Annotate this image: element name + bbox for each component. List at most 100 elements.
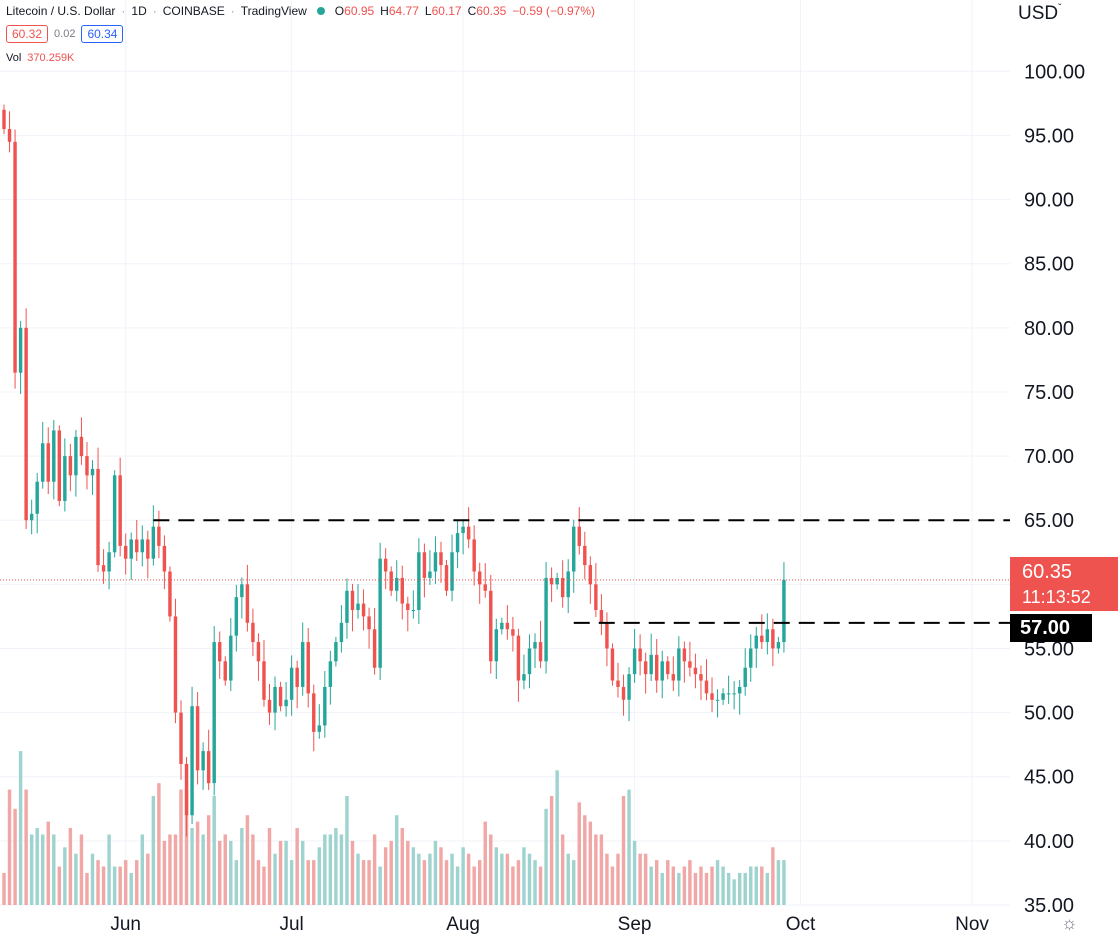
candle-body bbox=[588, 565, 593, 585]
volume-bar bbox=[632, 840, 637, 905]
volume-bar bbox=[649, 866, 653, 905]
volume-bar bbox=[284, 840, 288, 905]
candle-body bbox=[135, 539, 139, 553]
candle-body bbox=[218, 642, 222, 662]
volume-bar bbox=[411, 847, 416, 905]
candle-body bbox=[400, 577, 404, 604]
candle-body bbox=[704, 680, 709, 694]
volume-bar bbox=[666, 860, 670, 905]
horizontal-line-price-tag[interactable]: 57.00 bbox=[1010, 614, 1092, 642]
volume-bar bbox=[439, 847, 443, 905]
volume-bar bbox=[107, 834, 111, 905]
volume-bar bbox=[472, 866, 476, 905]
candle-body bbox=[74, 436, 78, 476]
volume-bar bbox=[682, 866, 687, 905]
volume-bar bbox=[605, 853, 609, 905]
candle-body bbox=[389, 571, 393, 591]
volume-bar bbox=[660, 872, 664, 905]
time-axis[interactable]: Jun Jul Aug Sep Oct Nov bbox=[110, 914, 989, 935]
y-tick-label: 75.00 bbox=[1024, 382, 1074, 404]
candle-body bbox=[677, 648, 681, 681]
candle-body bbox=[7, 129, 12, 142]
volume-bar bbox=[312, 860, 316, 905]
candle-body bbox=[422, 552, 427, 578]
volume-bar bbox=[511, 866, 515, 905]
candle-body bbox=[666, 661, 670, 675]
candlesticks bbox=[2, 104, 786, 837]
volume-bar bbox=[555, 770, 559, 905]
candle-body bbox=[749, 648, 753, 668]
volume-bar bbox=[173, 834, 178, 905]
symbol-name[interactable]: Litecoin / U.S. Dollar bbox=[6, 4, 116, 18]
volume-bar bbox=[123, 860, 128, 905]
volume-bar bbox=[594, 834, 598, 905]
volume-bar bbox=[339, 834, 344, 905]
candle-body bbox=[300, 642, 305, 687]
candle-body bbox=[477, 571, 482, 585]
volume-bar bbox=[7, 789, 12, 905]
volume-bar bbox=[41, 834, 45, 905]
candle-body bbox=[527, 648, 532, 675]
volume-bar bbox=[627, 789, 631, 905]
volume-bar bbox=[179, 789, 183, 905]
candle-body bbox=[743, 667, 747, 687]
bid-price[interactable]: 60.32 bbox=[6, 25, 49, 43]
market-status-icon[interactable] bbox=[316, 7, 325, 15]
y-tick-label: 55.00 bbox=[1024, 638, 1074, 660]
candle-body bbox=[511, 629, 515, 636]
candle-body bbox=[721, 693, 725, 700]
interval[interactable]: 1D bbox=[131, 4, 147, 18]
volume-bar bbox=[162, 840, 167, 905]
volume-bar bbox=[572, 860, 576, 905]
candle-body bbox=[35, 481, 39, 514]
candle-body bbox=[68, 456, 73, 476]
candle-body bbox=[699, 674, 703, 681]
volume-bar bbox=[240, 828, 244, 905]
candle-body bbox=[455, 533, 460, 553]
volume-bar bbox=[566, 853, 570, 905]
horizontal-lines[interactable] bbox=[153, 519, 1010, 624]
candle-body bbox=[516, 635, 521, 681]
candle-body bbox=[760, 635, 764, 643]
settings-gear-icon[interactable]: ☼ bbox=[1061, 913, 1078, 933]
ask-price[interactable]: 60.34 bbox=[81, 25, 124, 43]
candle-body bbox=[466, 526, 471, 540]
candle-body bbox=[649, 654, 653, 675]
volume-bar bbox=[489, 834, 493, 905]
candle-body bbox=[450, 552, 454, 591]
y-tick-label: 90.00 bbox=[1024, 190, 1074, 212]
candle-body bbox=[345, 590, 349, 623]
candle-body bbox=[621, 686, 626, 700]
candle-body bbox=[168, 571, 172, 617]
y-tick-label: 45.00 bbox=[1024, 767, 1074, 789]
candle-body bbox=[278, 686, 283, 707]
candle-body bbox=[765, 629, 770, 643]
candle-body bbox=[96, 468, 100, 566]
price-axis[interactable]: 35.0040.0045.0050.0055.0060.0065.0070.00… bbox=[1024, 61, 1085, 917]
candle-body bbox=[140, 539, 145, 553]
candle-body bbox=[688, 661, 692, 668]
candle-body bbox=[522, 674, 526, 681]
candle-body bbox=[372, 629, 377, 668]
candle-body bbox=[63, 456, 67, 501]
volume-bar bbox=[760, 866, 764, 905]
volume-bar bbox=[328, 834, 333, 905]
x-tick-label: Sep bbox=[618, 914, 652, 935]
volume-bar bbox=[693, 872, 698, 905]
volume-bar bbox=[223, 834, 227, 905]
volume-bar bbox=[610, 866, 615, 905]
volume-bar bbox=[278, 840, 283, 905]
candle-body bbox=[256, 642, 261, 662]
volume-bar bbox=[743, 872, 747, 905]
candle-body bbox=[533, 642, 537, 649]
volume-bar bbox=[560, 834, 565, 905]
candle-body bbox=[489, 590, 493, 662]
volume-bar bbox=[737, 872, 742, 905]
volume-bar bbox=[383, 847, 388, 905]
volume-bar bbox=[245, 815, 250, 905]
candle-body bbox=[583, 545, 587, 566]
ohlc-close: C60.35 bbox=[467, 4, 507, 18]
currency-selector[interactable]: USDˇ bbox=[1018, 3, 1062, 24]
candle-body bbox=[118, 475, 122, 546]
